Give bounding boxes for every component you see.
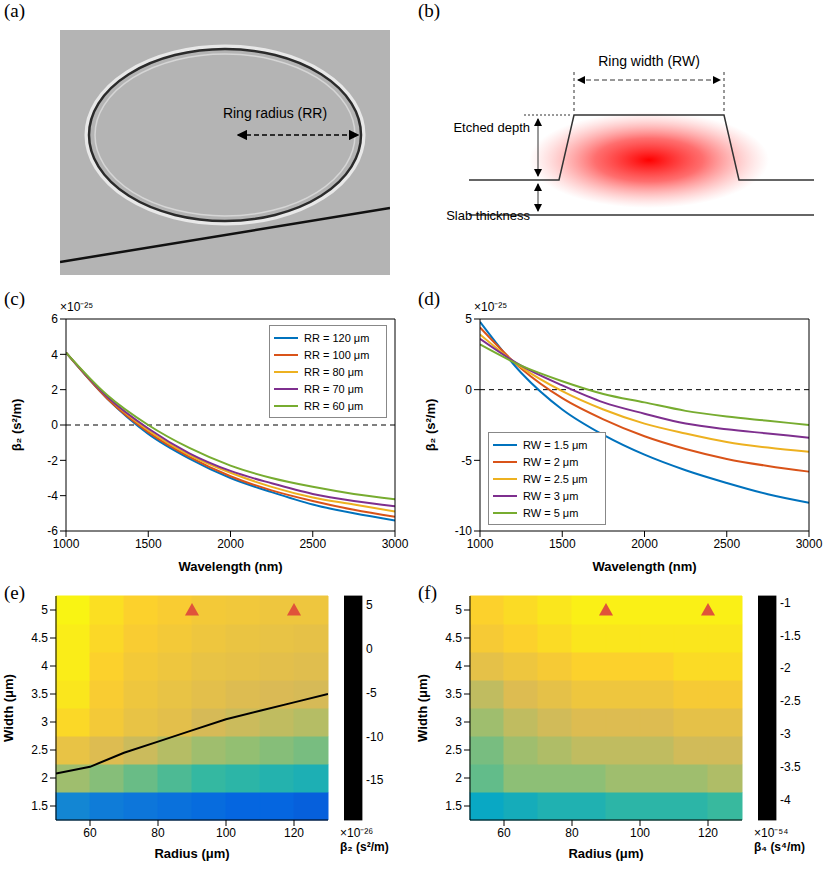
- svg-text:Ring width (RW): Ring width (RW): [598, 53, 700, 69]
- svg-text:β₂ (s²/m): β₂ (s²/m): [423, 399, 438, 452]
- svg-text:2: 2: [41, 771, 48, 785]
- html-text:β₄ (s⁴/m): β₄ (s⁴/m): [754, 840, 805, 854]
- svg-text:5: 5: [455, 603, 462, 617]
- svg-text:-3.5: -3.5: [780, 760, 801, 774]
- svg-text:Wavelength (nm): Wavelength (nm): [178, 559, 282, 574]
- svg-text:Etched depth: Etched depth: [453, 120, 530, 135]
- html-text:RR = 70 μm: RR = 70 μm: [304, 382, 364, 395]
- svg-text:120: 120: [698, 826, 718, 840]
- svg-text:Wavelength (nm): Wavelength (nm): [592, 559, 696, 574]
- svg-text:-10: -10: [455, 524, 473, 538]
- svg-text:2000: 2000: [217, 537, 244, 551]
- html-text:(f): (f): [418, 582, 437, 603]
- svg-text:-15: -15: [366, 773, 384, 787]
- svg-text:5: 5: [41, 603, 48, 617]
- svg-text:4.5: 4.5: [445, 631, 462, 645]
- svg-text:Width (μm): Width (μm): [1, 674, 16, 742]
- svg-text:4.5: 4.5: [31, 631, 48, 645]
- svg-text:4: 4: [41, 659, 48, 673]
- svg-text:2500: 2500: [299, 537, 326, 551]
- html-text:RW = 2.5 μm: RW = 2.5 μm: [523, 472, 588, 485]
- html-text:×10⁻⁵⁴: ×10⁻⁵⁴: [754, 826, 789, 840]
- svg-text:-5: -5: [366, 686, 377, 700]
- svg-text:1500: 1500: [135, 537, 162, 551]
- html-text:RW = 2 μm: RW = 2 μm: [523, 455, 579, 468]
- html-text:(a): (a): [4, 0, 26, 21]
- svg-text:-3: -3: [780, 727, 791, 741]
- svg-text:120: 120: [284, 826, 304, 840]
- svg-text:80: 80: [151, 826, 165, 840]
- html-text:RR = 80 μm: RR = 80 μm: [304, 365, 364, 378]
- html-text:(c): (c): [4, 288, 26, 309]
- svg-text:60: 60: [83, 826, 97, 840]
- html-text:(b): (b): [418, 0, 441, 21]
- html-text:RR = 120 μm: RR = 120 μm: [304, 331, 370, 344]
- svg-text:2500: 2500: [713, 537, 740, 551]
- html-text:RW = 1.5 μm: RW = 1.5 μm: [523, 438, 588, 451]
- svg-text:1.5: 1.5: [445, 799, 462, 813]
- html-text:RR = 60 μm: RR = 60 μm: [304, 399, 364, 412]
- svg-text:4: 4: [455, 659, 462, 673]
- svg-text:-1.5: -1.5: [780, 629, 801, 643]
- svg-text:-6: -6: [47, 524, 58, 538]
- html-text:×10⁻²⁶: ×10⁻²⁶: [340, 826, 374, 840]
- svg-text:0: 0: [51, 418, 58, 432]
- svg-text:-10: -10: [366, 730, 384, 744]
- svg-text:-5: -5: [461, 454, 472, 468]
- svg-text:Ring radius (RR): Ring radius (RR): [223, 105, 327, 121]
- svg-text:Slab thickness: Slab thickness: [446, 208, 530, 223]
- svg-text:3.5: 3.5: [31, 687, 48, 701]
- html-text:RW = 5 μm: RW = 5 μm: [523, 506, 579, 519]
- svg-text:3.5: 3.5: [445, 687, 462, 701]
- html-text:β₂ (s²/m): β₂ (s²/m): [340, 840, 389, 854]
- svg-text:5: 5: [465, 312, 472, 326]
- svg-text:Width (μm): Width (μm): [415, 674, 430, 742]
- html-text:(e): (e): [4, 582, 26, 603]
- svg-text:4: 4: [51, 348, 58, 362]
- svg-text:2: 2: [455, 771, 462, 785]
- svg-text:1500: 1500: [549, 537, 576, 551]
- svg-text:5: 5: [366, 598, 373, 612]
- svg-text:1000: 1000: [53, 537, 80, 551]
- html-text:(d): (d): [418, 288, 441, 309]
- svg-text:Radius (μm): Radius (μm): [154, 846, 229, 861]
- svg-text:Radius (μm): Radius (μm): [568, 846, 643, 861]
- svg-text:-2.5: -2.5: [780, 694, 801, 708]
- svg-text:6: 6: [51, 312, 58, 326]
- svg-text:3: 3: [41, 715, 48, 729]
- svg-text:1.5: 1.5: [31, 799, 48, 813]
- html-text:RR = 100 μm: RR = 100 μm: [304, 348, 370, 361]
- svg-text:β₂ (s²/m): β₂ (s²/m): [9, 399, 24, 452]
- svg-text:3000: 3000: [796, 537, 823, 551]
- svg-text:2000: 2000: [631, 537, 658, 551]
- svg-text:80: 80: [565, 826, 579, 840]
- svg-text:-4: -4: [47, 489, 58, 503]
- svg-text:-2: -2: [780, 661, 791, 675]
- svg-text:2: 2: [51, 383, 58, 397]
- html-text:×10⁻²⁵: ×10⁻²⁵: [60, 300, 94, 314]
- svg-text:-2: -2: [47, 454, 58, 468]
- svg-text:0: 0: [465, 383, 472, 397]
- svg-text:1000: 1000: [467, 537, 494, 551]
- svg-text:2.5: 2.5: [445, 743, 462, 757]
- svg-text:2.5: 2.5: [31, 743, 48, 757]
- svg-text:0: 0: [366, 642, 373, 656]
- html-text:RW = 3 μm: RW = 3 μm: [523, 489, 579, 502]
- svg-text:100: 100: [630, 826, 650, 840]
- svg-text:-1: -1: [780, 596, 791, 610]
- svg-text:60: 60: [497, 826, 511, 840]
- svg-text:100: 100: [216, 826, 236, 840]
- svg-text:3000: 3000: [382, 537, 409, 551]
- svg-text:-4: -4: [780, 793, 791, 807]
- svg-text:3: 3: [455, 715, 462, 729]
- html-text:×10⁻²⁵: ×10⁻²⁵: [474, 300, 508, 314]
